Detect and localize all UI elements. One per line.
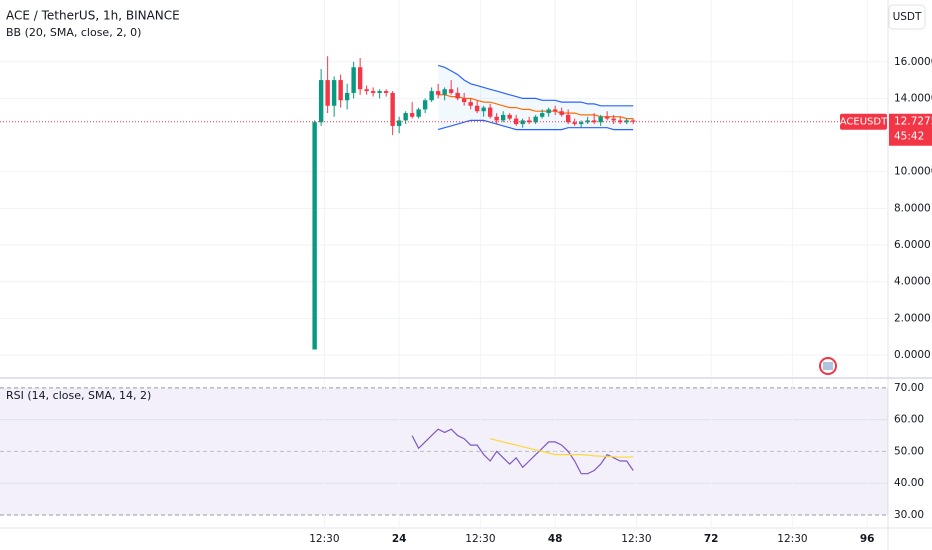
candle-body [474, 105, 480, 112]
candle-body [390, 92, 395, 126]
flag-icon [819, 357, 837, 375]
rsi-label: RSI (14, close, SMA, 14, 2) [6, 389, 151, 402]
candle-body [520, 120, 525, 125]
candle-body [357, 67, 363, 90]
candle-body [351, 67, 356, 93]
y-tick-label: 60.00 [894, 414, 924, 426]
candle-body [585, 120, 590, 123]
indicator-label: BB (20, SMA, close, 2, 0) [6, 26, 141, 39]
candle-body [546, 109, 551, 114]
candle-body [435, 91, 441, 95]
symbol-tag [840, 113, 887, 130]
y-tick-label: 14.0000 [894, 92, 932, 104]
candle-body [383, 91, 389, 93]
candle-body [331, 80, 337, 106]
rsi-line [411, 428, 634, 475]
candle-body [364, 89, 369, 92]
y-tick-label: 10.0000 [894, 166, 932, 178]
currency-button[interactable] [888, 4, 926, 30]
candle-body [403, 113, 408, 121]
candle-body [461, 98, 467, 103]
x-tick-label: 96 [860, 533, 875, 545]
y-tick-label: 8.0000 [894, 202, 931, 214]
candle-body [429, 91, 434, 101]
x-tick-label: 48 [548, 533, 563, 545]
candle-body [617, 120, 623, 123]
y-tick-label: 40.00 [894, 477, 924, 489]
candle-body [442, 89, 447, 95]
candle-body [565, 114, 571, 123]
x-tick-label: 12:30 [777, 533, 807, 545]
rsi-line [490, 438, 634, 458]
x-tick-label: 12:30 [465, 533, 495, 545]
candle-body [481, 107, 486, 112]
price-tag [889, 113, 932, 146]
currency-label[interactable]: USDT [893, 11, 922, 23]
candle-body [377, 91, 382, 93]
candle-body [507, 114, 512, 119]
candle-body [624, 120, 629, 123]
y-tick-label: 4.0000 [894, 276, 931, 288]
candle-body [487, 107, 493, 117]
y-tick-label: 0.0000 [894, 349, 931, 361]
candle-body [539, 113, 545, 117]
candle-body [533, 116, 538, 123]
candle-body [448, 89, 454, 93]
y-tick-label: 30.00 [894, 509, 924, 521]
y-tick-label: 16.0000 [894, 56, 932, 68]
candle-body [325, 80, 330, 106]
band-fill [438, 65, 634, 130]
price-label: 12.7275 [894, 116, 932, 128]
countdown-label: 45:42 [894, 131, 924, 143]
symbol-label: ACEUSDT [840, 117, 888, 128]
candle-body [598, 116, 603, 123]
chart-title: ACE / TetherUS, 1h, BINANCE [6, 9, 180, 23]
candle-body [630, 120, 636, 122]
candle-body [312, 122, 317, 350]
y-tick-label: 6.0000 [894, 239, 931, 251]
pane-separator [0, 377, 932, 379]
candle-body [611, 118, 616, 121]
candle-body [468, 102, 473, 106]
candle-body [559, 111, 564, 115]
y-tick-label: 50.00 [894, 445, 924, 457]
candle-body [318, 80, 324, 123]
candle-body [370, 91, 376, 93]
candle-body [396, 120, 402, 126]
candle-body [338, 80, 343, 101]
candle-body [578, 122, 584, 125]
x-tick-label: 12:30 [621, 533, 651, 545]
candle-body [409, 113, 415, 117]
candle-body [526, 120, 532, 123]
x-tick-label: 12:30 [309, 533, 339, 545]
candle-body [604, 116, 610, 119]
candle-body [552, 109, 558, 112]
bollinger-band [437, 64, 634, 107]
x-tick-label: 24 [392, 533, 407, 545]
candle-body [572, 122, 577, 125]
candle-body [422, 100, 428, 110]
bollinger-band [437, 119, 634, 131]
candle-body [344, 92, 350, 101]
candle-body [416, 109, 421, 117]
y-tick-label: 2.0000 [894, 312, 931, 324]
candle-body [500, 114, 506, 121]
candle-body [494, 116, 499, 121]
y-tick-label: 70.00 [894, 382, 924, 394]
candle-body [455, 92, 460, 99]
x-tick-label: 72 [704, 533, 719, 545]
